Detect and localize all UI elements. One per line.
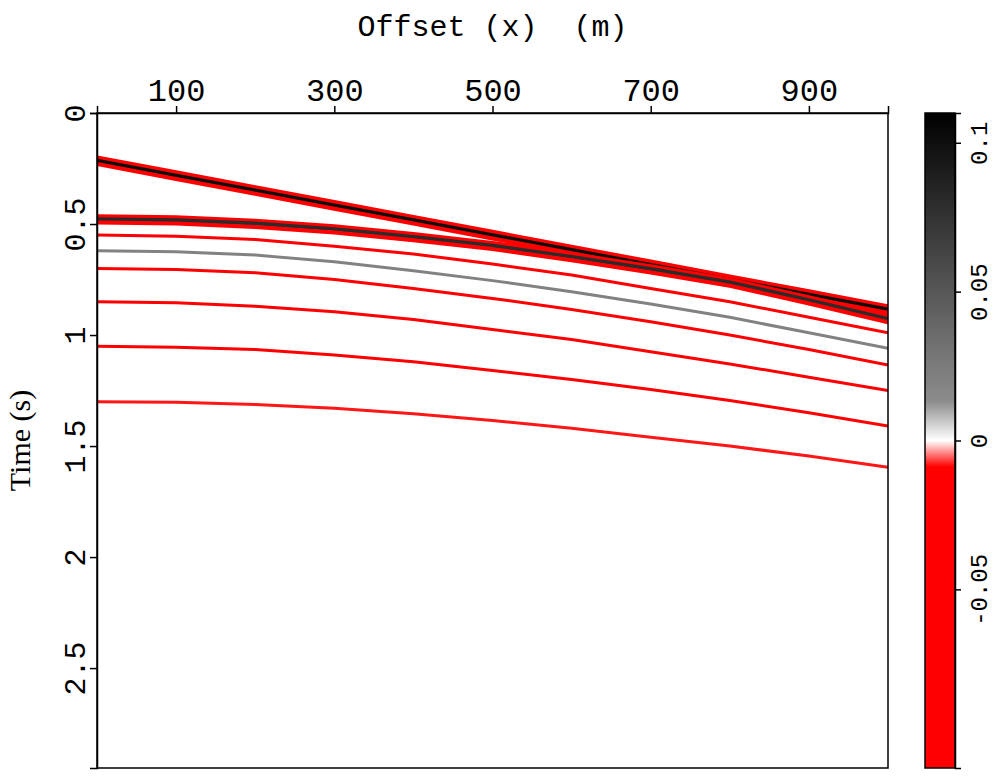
event-line xyxy=(97,302,888,391)
x-axis: 100 300 500 700 900 xyxy=(98,74,889,114)
colorbar-tick-mark xyxy=(955,143,961,145)
colorbar-tick: 0.05 xyxy=(955,263,994,321)
plot-frame xyxy=(97,113,888,768)
y-axis-title: Time (s) xyxy=(3,390,37,491)
events xyxy=(97,157,888,467)
colorbar-axis-line xyxy=(956,114,962,769)
x-tick: 700 xyxy=(622,74,680,113)
event-line xyxy=(97,268,888,365)
colorbar-tick: 0.1 xyxy=(955,122,994,165)
y-tick-label: 0 xyxy=(60,104,94,122)
y-tick-label: 2 xyxy=(60,549,94,567)
y-tick-label: 0.5 xyxy=(60,198,94,252)
y-tick: 1 xyxy=(60,327,97,345)
colorbar-tick-label: -0.05 xyxy=(967,554,994,626)
y-axis: 0 0.5 1 1.5 2 2.5 xyxy=(60,104,98,768)
y-tick-label: 1 xyxy=(60,327,94,345)
event-line xyxy=(97,157,888,306)
y-tick-label: 2.5 xyxy=(60,642,94,696)
y-tick-label: 1.5 xyxy=(60,420,94,474)
event-line xyxy=(97,235,888,333)
x-tick-label: 900 xyxy=(781,74,839,111)
colorbar-tick-label: 0.1 xyxy=(967,122,994,165)
y-tick: 0 xyxy=(60,104,97,122)
x-tick-label: 500 xyxy=(464,74,522,111)
colorbar-axis: -0.05 0 0.05 0.1 xyxy=(955,114,994,769)
colorbar-tick-mark xyxy=(955,291,961,293)
x-tick: 300 xyxy=(306,74,364,113)
colorbar-tick: -0.05 xyxy=(955,554,994,626)
event-line xyxy=(97,216,888,316)
x-tick: 900 xyxy=(781,74,839,113)
x-tick-label: 100 xyxy=(148,74,206,111)
x-tick-label: 300 xyxy=(306,74,364,111)
y-tick: 2 xyxy=(60,549,97,567)
plot-background xyxy=(97,113,888,768)
colorbar xyxy=(925,113,955,768)
x-tick: 100 xyxy=(148,74,206,113)
colorbar-tick-mark xyxy=(955,440,961,442)
colorbar-tick-label: 0 xyxy=(967,434,994,448)
y-tick: 0.5 xyxy=(60,198,97,252)
y-tick: 2.5 xyxy=(60,642,97,696)
chart: 100 300 500 700 900 0 0.5 1 1.5 2 2.5 Offset (x) (m… xyxy=(0,0,1003,776)
colorbar-tick-mark xyxy=(955,589,961,591)
x-axis-title: Offset (x) (m) xyxy=(357,11,627,45)
event-line xyxy=(97,402,888,468)
event-line xyxy=(97,346,888,426)
x-tick-label: 700 xyxy=(622,74,680,111)
x-tick: 500 xyxy=(464,74,522,113)
y-tick: 1.5 xyxy=(60,420,97,474)
colorbar-tick: 0 xyxy=(955,434,994,448)
colorbar-tick-label: 0.05 xyxy=(967,263,994,321)
